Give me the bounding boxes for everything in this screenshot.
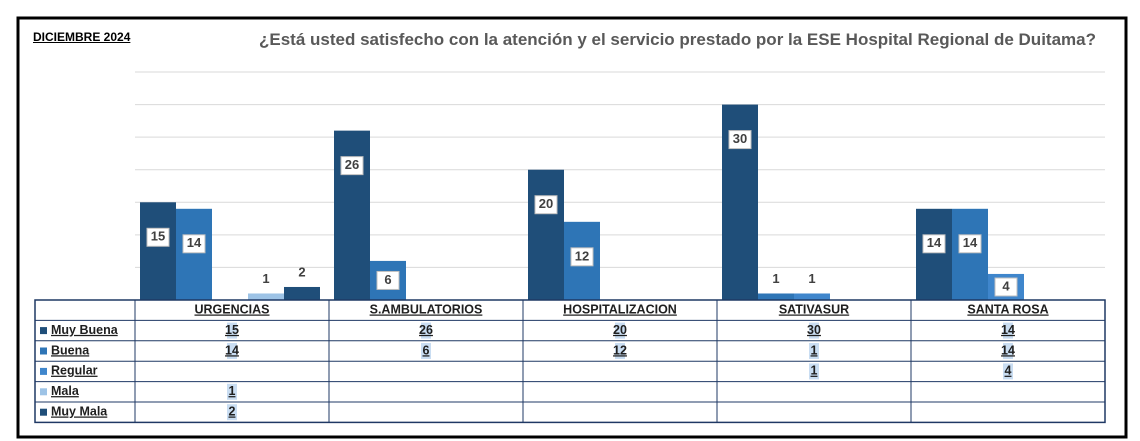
data-label: 6	[384, 272, 391, 287]
table-cell: 4	[1005, 364, 1012, 378]
table-cell-highlight	[227, 383, 237, 400]
bar	[248, 293, 284, 300]
x-tick-label: HOSPITALIZACION	[563, 302, 677, 316]
table-cell: 14	[1001, 343, 1015, 357]
legend-swatch	[40, 367, 47, 375]
data-label-box	[728, 130, 752, 150]
data-label: 2	[298, 264, 305, 279]
data-label: 1	[772, 271, 779, 286]
table-cell-highlight	[1003, 322, 1013, 339]
table-cell-highlight	[1003, 343, 1013, 359]
x-tick-label: URGENCIAS	[194, 302, 269, 316]
legend-swatch	[40, 388, 47, 396]
data-label-box	[182, 234, 206, 254]
table-cell-highlight	[227, 404, 237, 421]
legend-swatch	[40, 327, 47, 335]
legend-swatch	[40, 408, 47, 416]
data-label: 4	[1002, 278, 1010, 293]
data-label-box	[534, 195, 558, 215]
table-cell-highlight	[227, 322, 237, 339]
data-label: 30	[733, 131, 747, 146]
x-tick-label: SATIVASUR	[779, 302, 849, 316]
period-label: DICIEMBRE 2024	[33, 30, 131, 44]
table-cell: 1	[811, 364, 818, 378]
legend-label: Muy Mala	[51, 404, 108, 418]
bar	[952, 208, 988, 300]
table-cell: 15	[225, 323, 239, 337]
table-cell: 20	[613, 323, 627, 337]
data-label: 15	[151, 229, 165, 244]
bar	[176, 208, 212, 300]
bar	[334, 130, 370, 300]
data-label: 26	[345, 157, 359, 172]
legend-swatch	[40, 347, 47, 355]
data-label-box	[570, 247, 594, 267]
data-label-box	[994, 277, 1018, 297]
data-label: 14	[927, 235, 942, 250]
table-cell: 6	[423, 343, 430, 357]
table-cell-highlight	[615, 322, 625, 339]
bar	[916, 208, 952, 300]
table-cell: 2	[229, 404, 236, 418]
table-cell: 30	[807, 323, 821, 337]
data-label: 1	[262, 271, 269, 286]
chart-title: ¿Está usted satisfecho con la atención y…	[258, 30, 1096, 49]
table-cell-highlight	[227, 343, 237, 359]
table-cell: 1	[811, 343, 818, 357]
bar	[140, 202, 176, 300]
table-cell: 14	[1001, 323, 1015, 337]
bar	[528, 169, 564, 300]
table-cell: 26	[419, 323, 433, 337]
data-label-box	[146, 227, 170, 247]
table-cell: 1	[229, 384, 236, 398]
table-cell-highlight	[421, 343, 431, 359]
legend-label: Regular	[51, 364, 98, 378]
x-tick-label: SANTA ROSA	[967, 302, 1048, 316]
data-label-box	[922, 234, 946, 254]
table-cell-highlight	[615, 343, 625, 359]
data-label: 1	[808, 271, 815, 286]
table-cell-highlight	[809, 363, 819, 380]
table-cell-highlight	[809, 343, 819, 359]
bar	[758, 293, 794, 300]
data-label: 20	[539, 196, 553, 211]
table-cell-highlight	[809, 322, 819, 339]
table-cell: 12	[613, 343, 627, 357]
data-label-box	[340, 156, 364, 176]
data-label-box	[958, 234, 982, 254]
table-cell: 14	[225, 343, 239, 357]
data-label: 14	[187, 235, 202, 250]
table-cell-highlight	[1003, 363, 1013, 380]
x-tick-label: S.AMBULATORIOS	[370, 302, 483, 316]
legend-label: Buena	[51, 343, 90, 357]
table-cell-highlight	[421, 322, 431, 339]
legend-label: Muy Buena	[51, 323, 119, 337]
bar	[284, 286, 320, 300]
frame	[16, 16, 1128, 439]
data-label-box	[376, 270, 400, 290]
data-label: 14	[963, 235, 978, 250]
data-label: 12	[575, 248, 589, 263]
bar	[794, 293, 830, 300]
legend-label: Mala	[51, 384, 80, 398]
